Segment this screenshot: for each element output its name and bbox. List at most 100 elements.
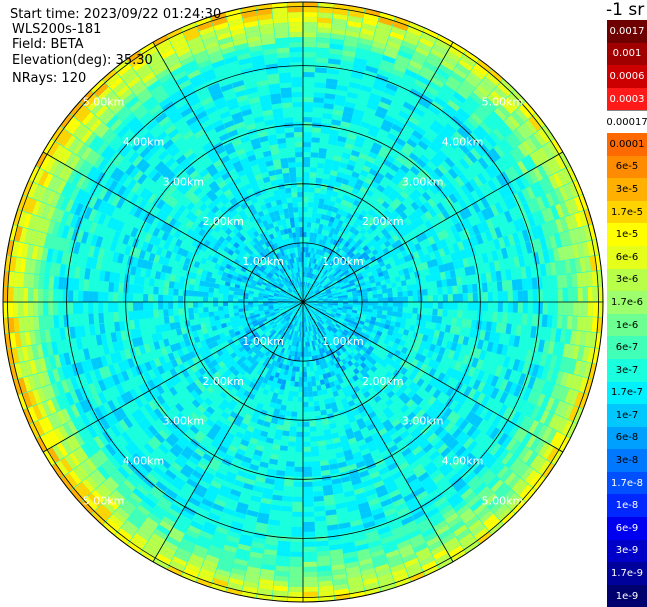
beta-gate bbox=[484, 330, 491, 342]
beta-gate bbox=[496, 248, 504, 261]
beta-gate bbox=[448, 193, 458, 204]
beta-gate bbox=[317, 284, 322, 289]
beta-gate bbox=[567, 302, 573, 316]
beta-gate bbox=[436, 257, 443, 266]
beta-gate bbox=[339, 215, 346, 222]
beta-gate bbox=[413, 175, 423, 186]
beta-gate bbox=[469, 413, 480, 426]
beta-gate bbox=[347, 15, 363, 24]
beta-gate bbox=[531, 226, 540, 240]
beta-gate bbox=[551, 275, 558, 289]
beta-gate bbox=[554, 154, 566, 170]
beta-gate bbox=[527, 302, 533, 314]
beta-gate bbox=[537, 251, 545, 264]
beta-gate bbox=[333, 317, 339, 322]
beta-gate bbox=[306, 222, 312, 228]
beta-gate bbox=[361, 23, 377, 32]
beta-gate bbox=[421, 334, 429, 342]
beta-gate bbox=[508, 424, 520, 438]
beta-gate bbox=[480, 101, 494, 115]
beta-gate bbox=[377, 297, 383, 302]
beta-gate bbox=[341, 178, 350, 186]
beta-gate bbox=[309, 278, 312, 284]
beta-gate bbox=[294, 461, 303, 467]
beta-gate bbox=[479, 407, 490, 419]
beta-gate bbox=[322, 224, 328, 231]
beta-gate bbox=[481, 138, 494, 151]
beta-gate bbox=[416, 74, 431, 86]
beta-gate bbox=[520, 122, 534, 137]
beta-gate bbox=[376, 184, 386, 193]
beta-gate bbox=[296, 416, 303, 422]
beta-gate bbox=[317, 228, 323, 235]
beta-gate bbox=[428, 377, 438, 387]
beta-gate bbox=[362, 273, 369, 279]
beta-gate bbox=[307, 299, 313, 302]
beta-gate bbox=[537, 289, 543, 302]
beta-gate bbox=[332, 206, 339, 214]
beta-gate bbox=[304, 292, 307, 298]
beta-gate bbox=[487, 302, 493, 312]
beta-gate bbox=[421, 314, 428, 322]
beta-gate bbox=[391, 234, 400, 242]
beta-gate bbox=[303, 62, 316, 68]
beta-gate bbox=[395, 239, 403, 247]
beta-gate bbox=[452, 190, 463, 201]
beta-gate bbox=[303, 531, 316, 537]
beta-gate bbox=[367, 345, 375, 352]
beta-gate bbox=[435, 353, 444, 363]
beta-gate bbox=[489, 147, 501, 161]
beta-gate bbox=[370, 342, 377, 349]
beta-gate bbox=[367, 302, 373, 306]
beta-gate bbox=[463, 437, 474, 449]
beta-gate bbox=[310, 376, 316, 382]
beta-gate bbox=[573, 196, 584, 212]
beta-gate bbox=[373, 361, 381, 369]
beta-gate bbox=[333, 217, 340, 225]
beta-gate bbox=[341, 290, 347, 294]
beta-gate bbox=[410, 319, 417, 326]
beta-gate bbox=[306, 305, 311, 310]
beta-gate bbox=[305, 351, 309, 357]
beta-gate bbox=[475, 359, 484, 370]
beta-gate bbox=[497, 157, 509, 171]
beta-gate bbox=[410, 278, 417, 285]
beta-gate bbox=[386, 244, 394, 252]
beta-gate bbox=[292, 511, 303, 517]
beta-gate bbox=[576, 272, 583, 288]
beta-gate bbox=[428, 81, 442, 93]
beta-gate bbox=[332, 294, 338, 298]
beta-gate bbox=[297, 351, 301, 357]
beta-gate bbox=[382, 119, 394, 129]
beta-gate bbox=[418, 269, 426, 277]
beta-gate bbox=[323, 199, 330, 206]
beta-gate bbox=[450, 252, 458, 262]
beta-gate bbox=[470, 112, 483, 125]
beta-gate bbox=[343, 336, 350, 343]
beta-gate bbox=[414, 396, 424, 406]
beta-gate bbox=[457, 302, 463, 311]
beta-gate bbox=[444, 270, 452, 280]
beta-gate bbox=[450, 134, 462, 147]
beta-gate bbox=[544, 236, 553, 250]
beta-gate bbox=[451, 442, 463, 454]
beta-gate bbox=[306, 287, 310, 293]
beta-gate bbox=[307, 298, 313, 301]
beta-gate bbox=[435, 401, 445, 412]
beta-gate bbox=[505, 246, 514, 258]
beta-gate bbox=[346, 25, 361, 33]
beta-gate bbox=[490, 271, 497, 282]
beta-gate bbox=[327, 273, 333, 279]
beta-gate bbox=[383, 87, 397, 97]
beta-gate bbox=[379, 192, 388, 201]
beta-gate bbox=[513, 219, 522, 233]
beta-gate bbox=[313, 280, 317, 286]
beta-gate bbox=[339, 340, 346, 347]
beta-gate bbox=[373, 176, 382, 185]
beta-gate bbox=[447, 244, 456, 254]
beta-gate bbox=[500, 269, 507, 281]
beta-gate bbox=[441, 219, 450, 230]
beta-gate bbox=[432, 119, 445, 131]
beta-gate bbox=[378, 261, 386, 268]
beta-gate bbox=[318, 278, 324, 284]
